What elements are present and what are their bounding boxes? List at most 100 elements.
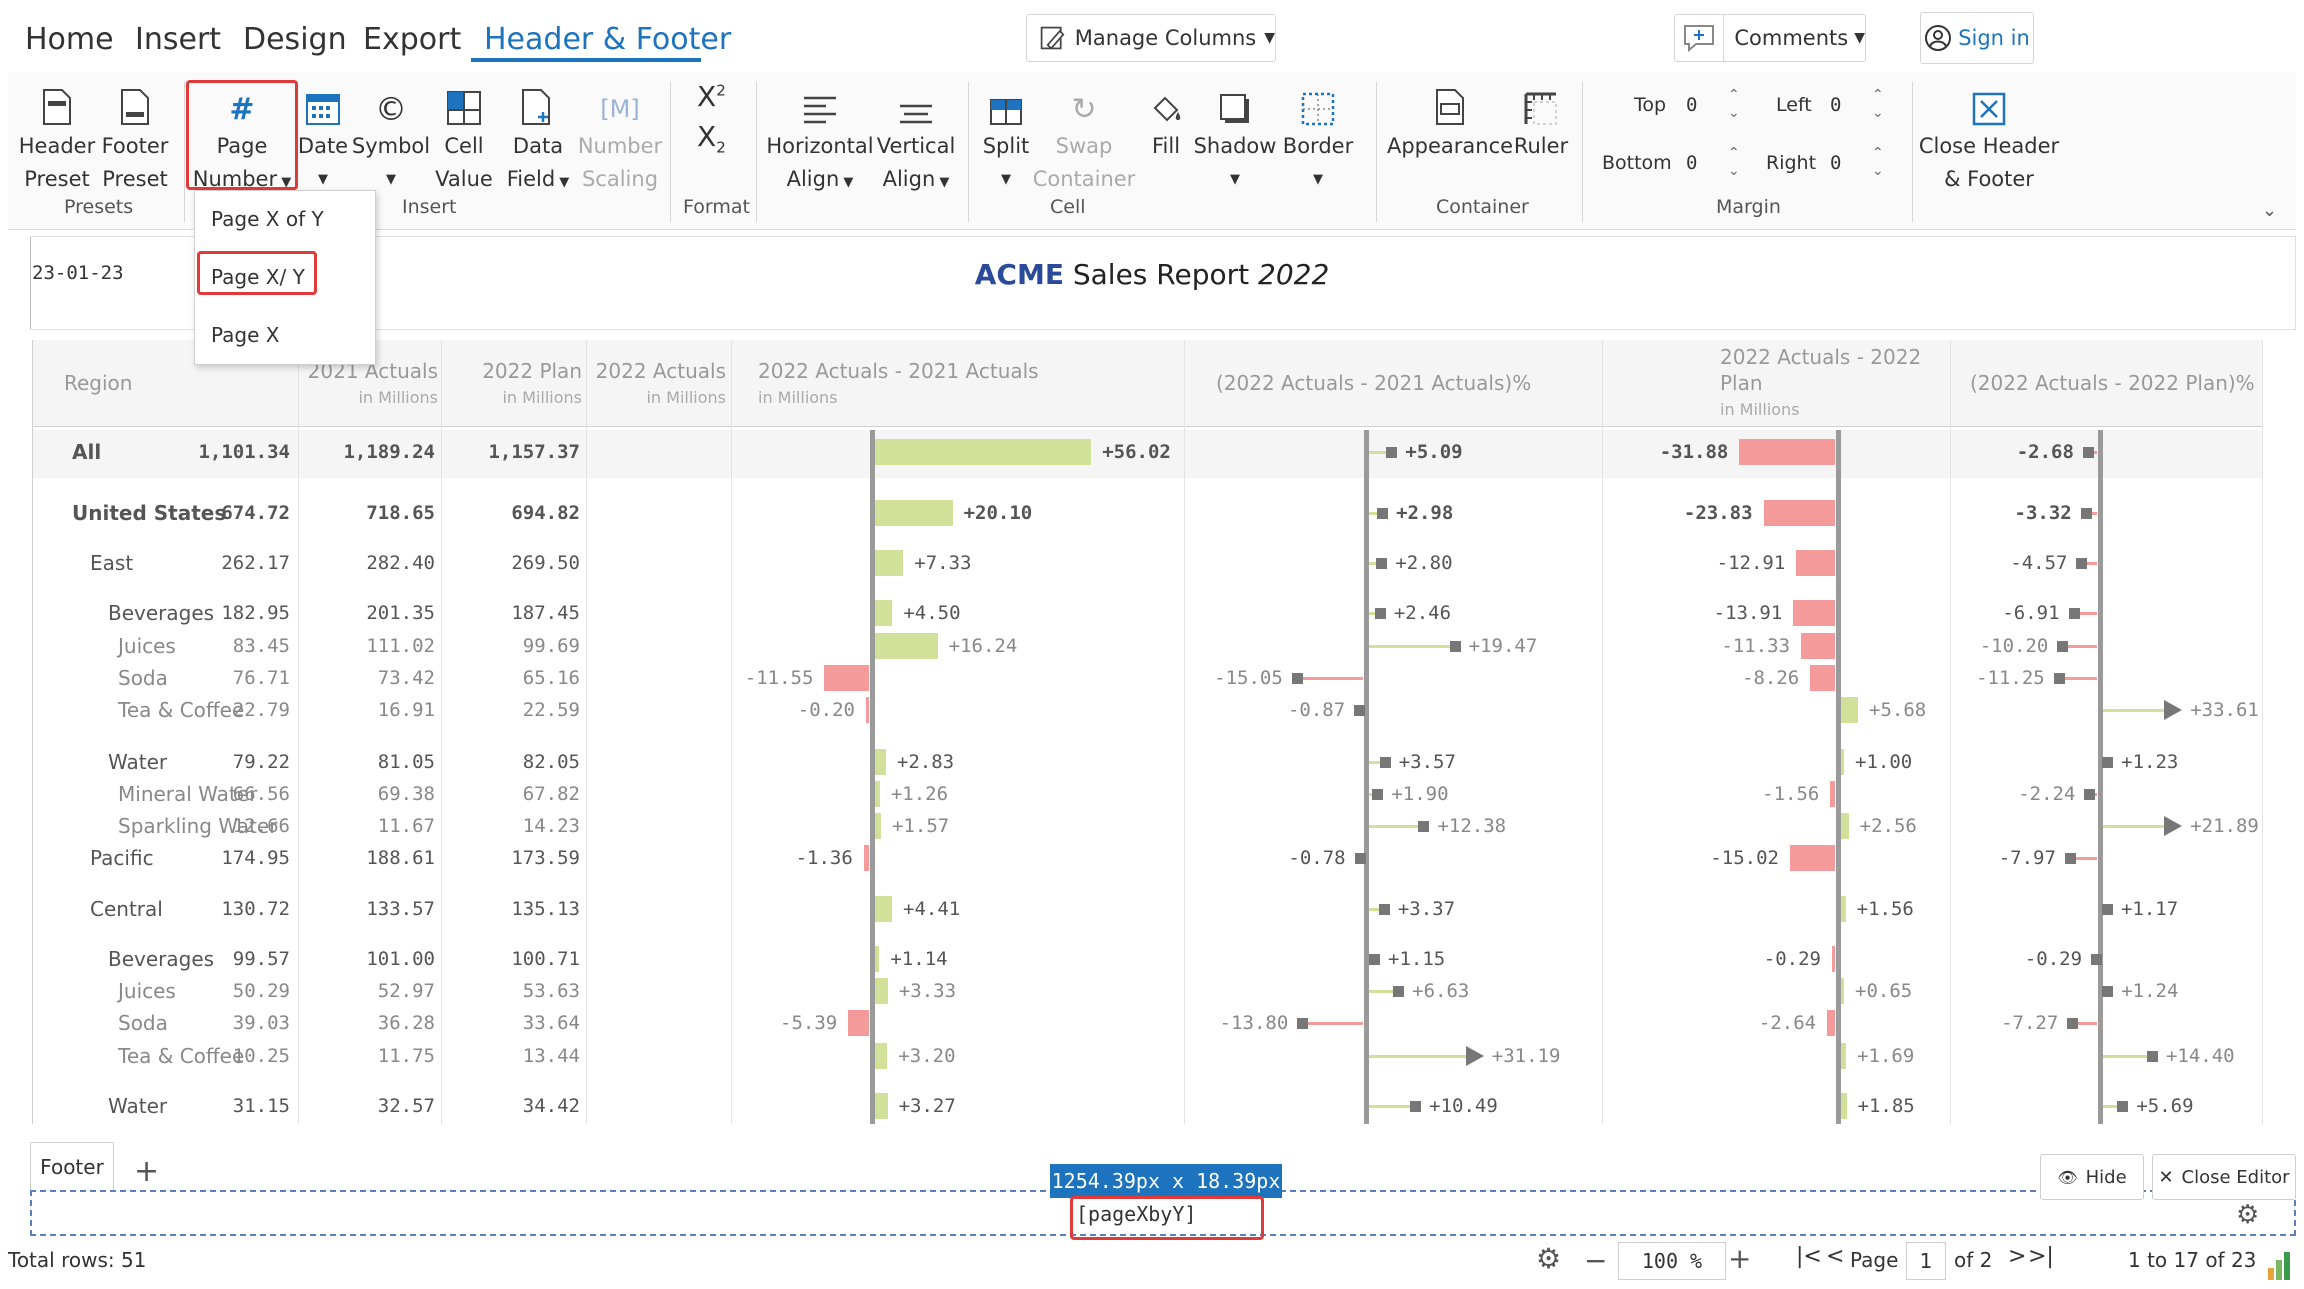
bar-diff-plan bbox=[1827, 1010, 1835, 1036]
spinner-up-icon[interactable]: ⌃ bbox=[1728, 87, 1740, 103]
header-preset-button[interactable]: Header Preset bbox=[19, 82, 95, 196]
bar-diff-2021 bbox=[875, 550, 904, 576]
column-header-unit: in Millions bbox=[358, 388, 438, 407]
horizontal-align-label-2: Align ▼ bbox=[786, 167, 854, 191]
sign-in-button[interactable]: Sign in bbox=[1920, 12, 2034, 64]
close-editor-button[interactable]: ✕ Close Editor bbox=[2152, 1154, 2296, 1200]
add-tab-button[interactable]: + bbox=[134, 1154, 160, 1189]
menu-tab-home[interactable]: Home bbox=[25, 22, 114, 57]
column-header[interactable]: 2022 Actuals - 2022 bbox=[1720, 345, 1922, 369]
label-pct-2021: +3.57 bbox=[1398, 751, 1456, 773]
row-label: Tea & Coffee bbox=[118, 698, 245, 722]
dropdown-item-page-x[interactable]: Page X bbox=[211, 323, 280, 347]
bar-diff-plan bbox=[1801, 633, 1835, 659]
spinner-down-icon[interactable]: ⌄ bbox=[1728, 163, 1740, 179]
spinner-up-icon[interactable]: ⌃ bbox=[1872, 87, 1884, 103]
close-header-footer-button[interactable]: Close Header & Footer bbox=[1919, 82, 2059, 196]
ruler-button[interactable]: Ruler bbox=[1512, 82, 1570, 163]
cell-2022-actuals: 22.59 bbox=[522, 699, 580, 721]
hash-icon: # bbox=[229, 92, 255, 127]
bar-diff-2021 bbox=[875, 781, 880, 807]
split-button[interactable]: Split ▼ bbox=[980, 82, 1032, 196]
header-container[interactable] bbox=[30, 236, 2296, 330]
page-input[interactable]: 1 bbox=[1906, 1242, 1946, 1280]
date-button[interactable]: Date ▼ bbox=[298, 82, 348, 196]
label-pct-plan: -11.25 bbox=[1976, 667, 2045, 689]
spinner-up-icon[interactable]: ⌃ bbox=[1728, 145, 1740, 161]
shadow-label: Shadow bbox=[1193, 134, 1277, 158]
label-pct-2021: +2.46 bbox=[1393, 602, 1452, 624]
data-field-button[interactable]: Data Field ▼ bbox=[504, 82, 572, 199]
column-header[interactable]: (2022 Actuals - 2021 Actuals)% bbox=[1216, 371, 1532, 395]
page-number-token[interactable]: [pageXbyY] bbox=[1076, 1202, 1197, 1226]
margin-top-input[interactable]: 0 bbox=[1686, 94, 1698, 116]
column-header[interactable]: 2022 Actuals bbox=[595, 359, 726, 383]
spinner-down-icon[interactable]: ⌄ bbox=[1872, 163, 1884, 179]
chevron-down-icon: ▼ bbox=[1264, 30, 1275, 46]
margin-bottom-input[interactable]: 0 bbox=[1686, 152, 1698, 174]
vertical-align-button[interactable]: Vertical Align ▼ bbox=[877, 82, 955, 199]
spinner-down-icon[interactable]: ⌄ bbox=[1728, 105, 1740, 121]
cell-2021-actuals: 31.15 bbox=[232, 1095, 290, 1117]
cell-2022-plan: 69.38 bbox=[377, 783, 435, 805]
horizontal-align-button[interactable]: Horizontal Align ▼ bbox=[766, 82, 874, 199]
bar-diff-plan bbox=[1832, 946, 1835, 972]
label-diff-2021: +7.33 bbox=[914, 552, 972, 574]
dropdown-item-page-x-slash-y[interactable]: Page X/ Y bbox=[211, 265, 305, 289]
manage-columns-button[interactable]: Manage Columns ▼ bbox=[1026, 14, 1276, 62]
zoom-in-button[interactable]: + bbox=[1728, 1242, 1752, 1275]
menu-tab-design[interactable]: Design bbox=[243, 22, 347, 57]
border-button[interactable]: Border ▼ bbox=[1283, 82, 1353, 196]
symbol-button[interactable]: © Symbol ▼ bbox=[352, 82, 430, 196]
number-scaling-button[interactable]: [M] Number Scaling bbox=[578, 82, 662, 196]
footer-preset-button[interactable]: Footer Preset bbox=[102, 82, 168, 196]
settings-gear-icon[interactable]: ⚙ bbox=[1536, 1242, 1562, 1275]
zoom-input[interactable]: 100 % bbox=[1618, 1242, 1726, 1280]
page-number-highlight bbox=[186, 80, 298, 190]
row-label: Mineral Water bbox=[118, 782, 258, 806]
ribbon-collapse-icon[interactable]: ⌄ bbox=[2262, 200, 2278, 221]
menu-tab-header-footer[interactable]: Header & Footer bbox=[484, 22, 732, 57]
pin-marker-pct-plan bbox=[2053, 673, 2065, 684]
menu-tab-export[interactable]: Export bbox=[363, 22, 462, 57]
footer-tab[interactable]: Footer bbox=[30, 1142, 114, 1190]
column-header[interactable]: 2022 Actuals - 2021 Actuals bbox=[758, 359, 1039, 383]
zoom-out-button[interactable]: − bbox=[1584, 1244, 1608, 1277]
pin-line-pct-2021 bbox=[1369, 512, 1383, 515]
cell-2021-actuals: 10.25 bbox=[232, 1045, 290, 1067]
manage-columns-label: Manage Columns bbox=[1074, 26, 1257, 50]
pin-marker-pct-plan bbox=[2102, 757, 2114, 768]
footer-preset-label-1: Footer bbox=[101, 134, 169, 158]
shadow-icon bbox=[1220, 94, 1249, 123]
gear-icon[interactable]: ⚙ bbox=[2236, 1200, 2260, 1230]
pin-line-pct-plan bbox=[2103, 709, 2165, 712]
margin-left-input[interactable]: 0 bbox=[1830, 94, 1842, 116]
label-pct-plan: -4.57 bbox=[2010, 552, 2068, 574]
last-page-icon[interactable]: >| bbox=[2028, 1244, 2054, 1269]
ribbon-separator bbox=[184, 82, 185, 222]
dropdown-item-page-x-of-y[interactable]: Page X of Y bbox=[211, 207, 324, 231]
label-diff-2021: +1.14 bbox=[890, 948, 948, 970]
cell-value-button[interactable]: Cell Value bbox=[435, 82, 493, 196]
comments-button[interactable]: Comments ▼ bbox=[1674, 14, 1866, 62]
superscript-icon[interactable]: X2 bbox=[697, 80, 726, 113]
first-page-icon[interactable]: |< bbox=[1796, 1244, 1822, 1269]
hide-button[interactable]: 👁 Hide bbox=[2040, 1154, 2144, 1200]
chart-axis bbox=[870, 430, 875, 1124]
appearance-button[interactable]: Appearance bbox=[1387, 82, 1513, 163]
pin-marker-pct-plan bbox=[2057, 641, 2069, 652]
next-page-icon[interactable]: > bbox=[2008, 1244, 2027, 1269]
menu-tab-insert[interactable]: Insert bbox=[135, 22, 222, 57]
swap-container-button[interactable]: ↻ Swap Container bbox=[1033, 82, 1136, 196]
bar-diff-plan bbox=[1841, 1043, 1847, 1069]
column-header[interactable]: 2022 Plan bbox=[482, 359, 582, 383]
column-header[interactable]: (2022 Actuals - 2022 Plan)% bbox=[1970, 371, 2255, 395]
column-header[interactable]: Region bbox=[64, 371, 133, 395]
fill-button[interactable]: Fill bbox=[1146, 82, 1186, 163]
spinner-down-icon[interactable]: ⌄ bbox=[1872, 105, 1884, 121]
shadow-button[interactable]: Shadow ▼ bbox=[1193, 82, 1277, 196]
prev-page-icon[interactable]: < bbox=[1826, 1244, 1845, 1269]
margin-right-input[interactable]: 0 bbox=[1830, 152, 1842, 174]
spinner-up-icon[interactable]: ⌃ bbox=[1872, 145, 1884, 161]
subscript-icon[interactable]: X2 bbox=[697, 120, 726, 157]
